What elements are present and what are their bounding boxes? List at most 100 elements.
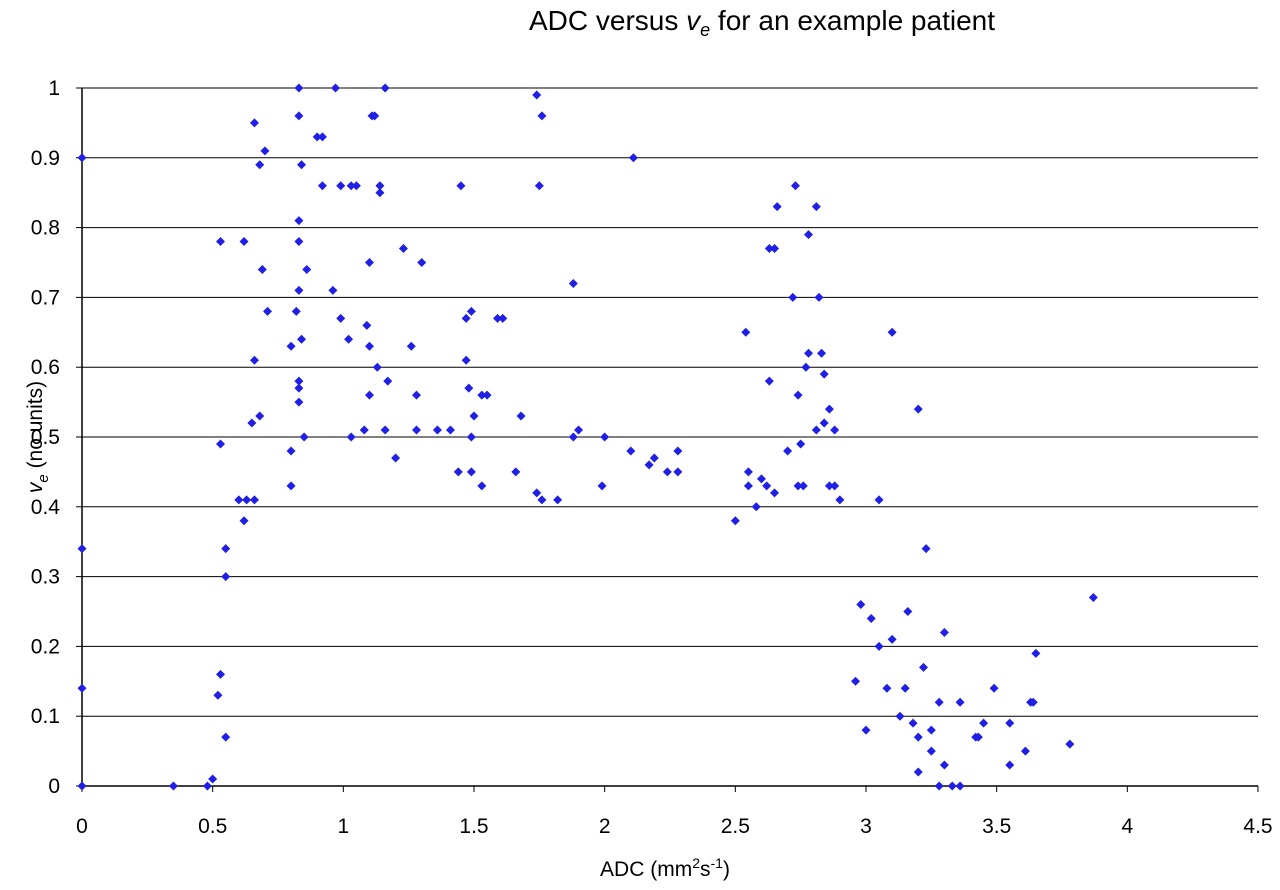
data-point-74 [445, 425, 455, 435]
y-tick-label-2: 0.2 [31, 635, 60, 658]
data-point-0 [77, 153, 87, 163]
data-point-151 [908, 718, 918, 728]
data-point-78 [461, 355, 471, 365]
data-point-99 [568, 432, 578, 442]
data-point-149 [918, 662, 928, 672]
data-point-38 [294, 285, 304, 295]
data-point-71 [412, 390, 422, 400]
data-point-62 [383, 376, 393, 386]
x-tick-label-6: 3 [860, 815, 872, 838]
data-point-70 [406, 341, 416, 351]
data-point-137 [743, 481, 753, 491]
x-tick-label-7: 3.5 [982, 815, 1011, 838]
data-point-109 [741, 327, 751, 337]
data-point-110 [764, 244, 774, 254]
data-point-9 [221, 572, 231, 582]
data-point-29 [380, 83, 390, 93]
data-point-153 [926, 746, 936, 756]
data-point-98 [553, 495, 563, 505]
data-point-31 [297, 160, 307, 170]
data-point-13 [221, 732, 231, 742]
data-point-43 [294, 383, 304, 393]
data-point-120 [804, 348, 814, 358]
data-point-27 [294, 83, 304, 93]
data-point-154 [934, 697, 944, 707]
data-point-124 [824, 404, 834, 414]
axes [76, 87, 1259, 792]
data-point-40 [286, 341, 296, 351]
data-point-96 [532, 488, 542, 498]
data-point-44 [294, 397, 304, 407]
data-point-127 [811, 425, 821, 435]
data-point-7 [216, 237, 226, 247]
data-point-81 [482, 390, 492, 400]
y-tick-label-1: 0.1 [31, 705, 60, 728]
data-point-68 [398, 244, 408, 254]
y-tick-label-0: 0 [48, 775, 60, 798]
data-point-19 [263, 306, 273, 316]
data-point-67 [391, 453, 401, 463]
chart-title-rest: for an example patient [710, 5, 995, 36]
data-point-18 [257, 264, 267, 274]
x-tick-label-8: 4 [1121, 815, 1133, 838]
data-point-111 [770, 244, 780, 254]
x-axis-title-main: ADC (mm [600, 858, 692, 881]
data-point-66 [380, 425, 390, 435]
data-point-35 [294, 216, 304, 226]
data-point-143 [793, 481, 803, 491]
data-point-97 [537, 495, 547, 505]
data-point-126 [830, 425, 840, 435]
y-tick-label-3: 0.3 [31, 566, 60, 589]
data-point-152 [913, 732, 923, 742]
data-point-169 [913, 767, 923, 777]
data-point-46 [286, 446, 296, 456]
data-point-53 [370, 111, 380, 121]
data-point-79 [464, 383, 474, 393]
data-point-45 [299, 432, 309, 442]
data-point-180 [866, 613, 876, 623]
data-point-134 [1088, 593, 1098, 603]
x-tick-label-9: 4.5 [1243, 815, 1272, 838]
data-point-92 [568, 278, 578, 288]
data-point-121 [817, 348, 827, 358]
x-axis-title-sup2: -1 [711, 855, 724, 871]
chart-title: ADC versus ve for an example patient [529, 5, 995, 40]
data-point-8 [216, 439, 226, 449]
data-point-141 [751, 502, 761, 512]
data-point-130 [887, 327, 897, 337]
data-point-145 [824, 481, 834, 491]
data-point-105 [649, 453, 659, 463]
data-point-101 [600, 432, 610, 442]
data-point-146 [830, 481, 840, 491]
data-point-54 [375, 188, 385, 198]
data-point-36 [294, 237, 304, 247]
data-point-34 [317, 181, 327, 191]
data-point-172 [874, 641, 884, 651]
data-point-136 [743, 467, 753, 477]
data-point-63 [364, 390, 374, 400]
x-axis-title-sup1: 2 [692, 855, 700, 871]
x-tick-label-2: 1 [337, 815, 349, 838]
data-point-75 [456, 181, 466, 191]
y-axis-title-subscript: e [35, 474, 52, 482]
data-point-175 [947, 781, 957, 791]
data-point-77 [466, 306, 476, 316]
data-point-102 [597, 481, 607, 491]
data-point-166 [1065, 739, 1075, 749]
y-axis-title: ve (no units) [24, 381, 52, 493]
data-point-73 [432, 425, 442, 435]
data-point-47 [286, 481, 296, 491]
data-point-50 [351, 181, 361, 191]
data-point-123 [819, 369, 829, 379]
data-point-131 [913, 404, 923, 414]
data-point-135 [835, 495, 845, 505]
data-point-125 [819, 418, 829, 428]
data-point-21 [234, 495, 244, 505]
data-point-20 [249, 355, 259, 365]
data-point-76 [461, 313, 471, 323]
y-tick-label-9: 0.9 [31, 147, 60, 170]
data-point-87 [466, 467, 476, 477]
data-point-158 [973, 732, 983, 742]
data-point-122 [793, 390, 803, 400]
